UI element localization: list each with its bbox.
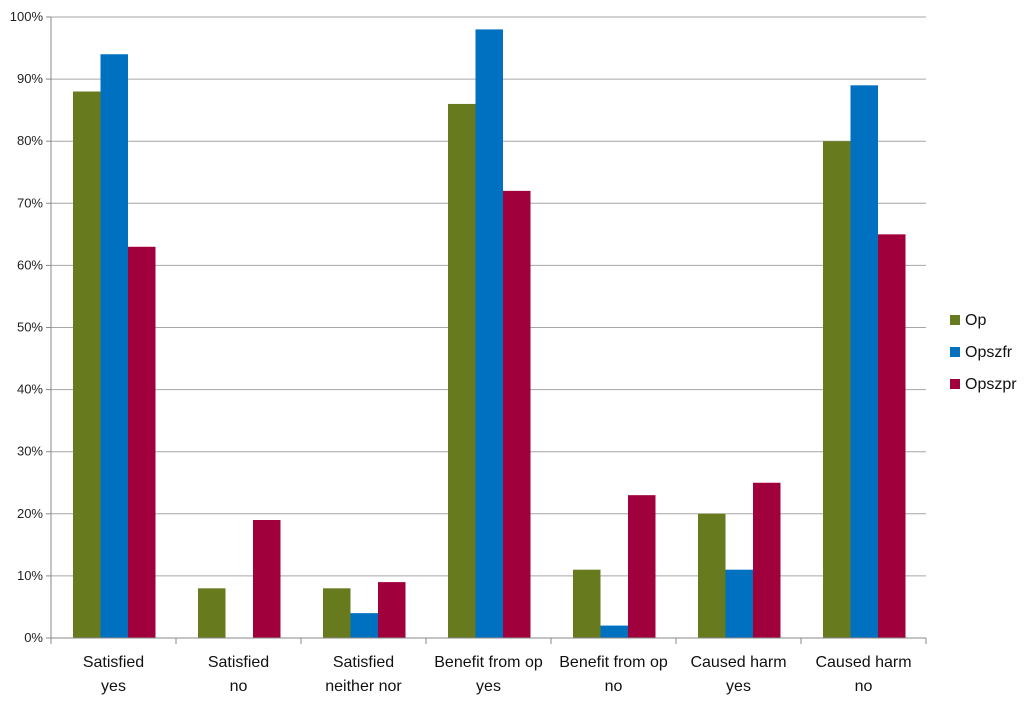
bar-opszpr-1 [128,246,156,638]
bars [73,29,906,639]
legend-label-opszfr: Opszfr [965,344,1013,361]
x-category-label: Satisfied [333,654,394,671]
bar-op-3 [323,588,351,638]
y-tick-label: 80% [17,133,43,148]
y-tick-label: 100% [10,9,44,24]
x-category-label: no [230,678,248,695]
bar-opszpr-7 [878,234,906,638]
x-category-label: neither nor [325,678,402,695]
bar-opszpr-2 [253,520,281,638]
bar-op-1 [73,91,101,638]
bar-opszfr-1 [100,54,128,638]
y-tick-label: 10% [17,568,43,583]
bar-opszfr-5 [600,625,628,638]
x-category-label: Caused harm [815,654,911,671]
y-tick-label: 40% [17,382,43,397]
bar-op-6 [698,513,726,638]
x-category-label: no [605,678,623,695]
bar-op-2 [198,588,226,638]
x-category-label: Satisfied [208,654,269,671]
bar-opszpr-6 [753,482,781,638]
bar-opszfr-4 [475,29,503,639]
x-category-label: yes [726,678,751,695]
bar-op-7 [823,141,851,638]
x-category-label: Caused harm [690,654,786,671]
bar-opszfr-6 [725,569,753,638]
bar-op-5 [573,569,601,638]
y-tick-label: 50% [17,320,43,335]
bar-opszfr-3 [350,613,378,638]
legend-swatch-opszpr [950,379,960,389]
legend-label-op: Op [965,312,986,329]
x-category-label: Benefit from op [434,654,543,671]
bar-opszpr-4 [503,190,531,638]
y-tick-label: 90% [17,71,43,86]
legend-swatch-opszfr [950,347,960,357]
bar-opszpr-3 [378,582,406,638]
bar-opszfr-7 [850,85,878,638]
y-tick-label: 30% [17,444,43,459]
x-category-label: no [855,678,873,695]
y-tick-label: 60% [17,257,43,272]
legend-label-opszpr: Opszpr [965,376,1017,393]
bar-op-4 [448,103,476,638]
x-category-label: Satisfied [83,654,144,671]
x-category-label: Benefit from op [559,654,668,671]
x-axis-category-labels: Satisfied yes Satisfied no Satisfied neither … [83,654,912,695]
y-axis-tick-labels: 0% 10% 20% 30% 40% 50% 60% 70% 80% 90% 100% [10,9,44,645]
legend: Op Opszfr Opszpr [950,312,1017,393]
y-tick-label: 20% [17,506,43,521]
y-tick-label: 0% [24,630,43,645]
y-tick-label: 70% [17,195,43,210]
x-category-label: yes [101,678,126,695]
axes [46,16,927,644]
x-category-label: yes [476,678,501,695]
bar-opszpr-5 [628,495,656,638]
legend-swatch-op [950,315,960,325]
